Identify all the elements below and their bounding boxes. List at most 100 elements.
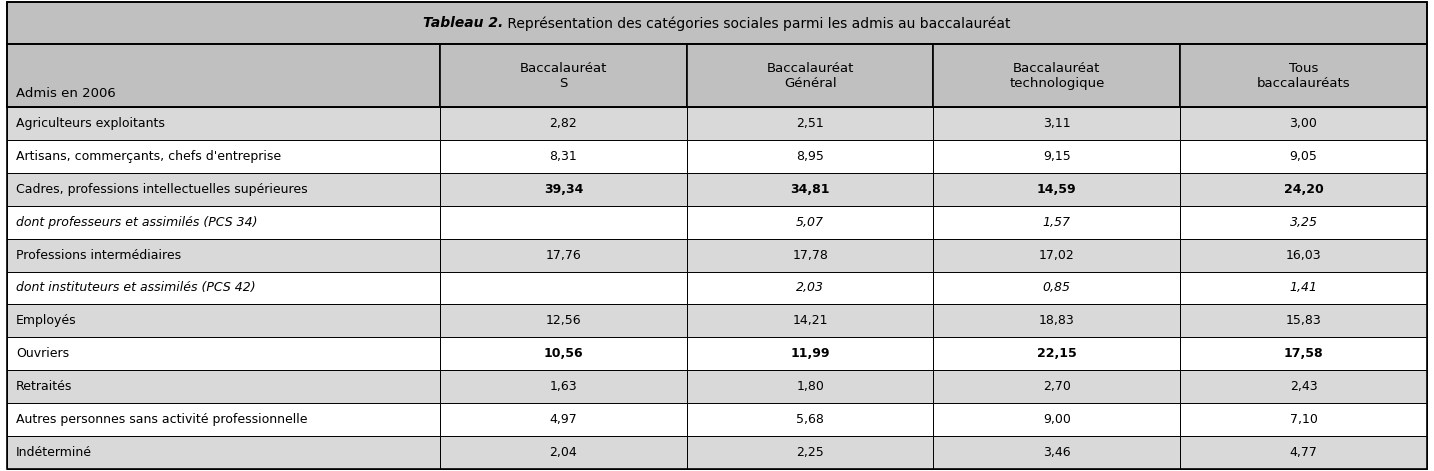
Bar (440, 140, 687, 173)
Text: 24,20: 24,20 (1283, 183, 1324, 196)
Bar (7, 107, 440, 140)
Text: 9,15: 9,15 (1043, 150, 1071, 163)
Bar (934, 271, 1180, 304)
Text: 1,63: 1,63 (549, 380, 578, 393)
Text: Artisans, commerçants, chefs d'entreprise: Artisans, commerçants, chefs d'entrepris… (16, 150, 281, 163)
Text: 34,81: 34,81 (790, 183, 830, 196)
Bar (7, 337, 440, 370)
Bar (934, 403, 1180, 436)
Bar (440, 239, 687, 271)
Bar (1180, 44, 1427, 107)
Text: 17,78: 17,78 (792, 249, 827, 261)
Bar (934, 107, 1180, 140)
Text: 7,10: 7,10 (1289, 413, 1318, 426)
Text: 1,80: 1,80 (796, 380, 825, 393)
Bar (687, 370, 934, 403)
Text: 22,15: 22,15 (1037, 347, 1077, 360)
Text: 3,25: 3,25 (1289, 216, 1318, 229)
Bar (440, 206, 687, 239)
Bar (687, 206, 934, 239)
Bar (440, 370, 687, 403)
Bar (687, 436, 934, 469)
Text: 17,02: 17,02 (1040, 249, 1074, 261)
Bar (934, 239, 1180, 271)
Bar (934, 370, 1180, 403)
Bar (1180, 436, 1427, 469)
Bar (934, 304, 1180, 337)
Text: 15,83: 15,83 (1286, 314, 1321, 327)
Bar (1180, 140, 1427, 173)
Text: 4,77: 4,77 (1289, 446, 1318, 459)
Bar (687, 304, 934, 337)
Bar (7, 44, 440, 107)
Text: 5,68: 5,68 (796, 413, 825, 426)
Bar (934, 337, 1180, 370)
Text: 2,43: 2,43 (1289, 380, 1318, 393)
Bar (7, 206, 440, 239)
Text: Ouvriers: Ouvriers (16, 347, 69, 360)
Bar (7, 304, 440, 337)
Bar (1180, 370, 1427, 403)
Text: 2,04: 2,04 (549, 446, 578, 459)
Text: 3,46: 3,46 (1043, 446, 1071, 459)
Text: Autres personnes sans activité professionnelle: Autres personnes sans activité professio… (16, 413, 307, 426)
Text: 17,76: 17,76 (545, 249, 581, 261)
Bar (7, 370, 440, 403)
Bar (687, 173, 934, 206)
Text: 17,58: 17,58 (1283, 347, 1324, 360)
Bar (934, 140, 1180, 173)
Text: Admis en 2006: Admis en 2006 (16, 87, 116, 100)
Bar (1180, 107, 1427, 140)
Text: 9,05: 9,05 (1289, 150, 1318, 163)
Text: 10,56: 10,56 (543, 347, 584, 360)
Bar (1180, 304, 1427, 337)
Text: 4,97: 4,97 (549, 413, 578, 426)
Text: 8,95: 8,95 (796, 150, 825, 163)
Bar (440, 436, 687, 469)
Text: Baccalauréat
technologique: Baccalauréat technologique (1010, 62, 1104, 90)
Text: 2,82: 2,82 (549, 117, 578, 130)
Bar (687, 271, 934, 304)
Bar (1180, 403, 1427, 436)
Bar (687, 403, 934, 436)
Text: 0,85: 0,85 (1043, 282, 1071, 294)
Text: 3,00: 3,00 (1289, 117, 1318, 130)
Text: 2,03: 2,03 (796, 282, 825, 294)
Bar (440, 44, 687, 107)
Bar (934, 173, 1180, 206)
Bar (7, 271, 440, 304)
Text: 2,51: 2,51 (796, 117, 825, 130)
Text: 12,56: 12,56 (546, 314, 581, 327)
Text: 3,11: 3,11 (1043, 117, 1071, 130)
Bar (440, 403, 687, 436)
Text: Cadres, professions intellectuelles supérieures: Cadres, professions intellectuelles supé… (16, 183, 307, 196)
Text: Agriculteurs exploitants: Agriculteurs exploitants (16, 117, 165, 130)
Text: 1,41: 1,41 (1289, 282, 1318, 294)
Bar (1180, 337, 1427, 370)
Bar (934, 206, 1180, 239)
Bar (1180, 173, 1427, 206)
Bar (7, 239, 440, 271)
Text: Baccalauréat
S: Baccalauréat S (519, 62, 607, 90)
Bar (687, 239, 934, 271)
Bar (1180, 206, 1427, 239)
Text: 14,21: 14,21 (793, 314, 827, 327)
Text: 8,31: 8,31 (549, 150, 578, 163)
Bar (1180, 239, 1427, 271)
Bar (687, 107, 934, 140)
Bar (1180, 271, 1427, 304)
Bar (440, 337, 687, 370)
Bar (7, 2, 1427, 44)
Text: 5,07: 5,07 (796, 216, 825, 229)
Text: 18,83: 18,83 (1040, 314, 1074, 327)
Bar (440, 304, 687, 337)
Bar (7, 173, 440, 206)
Text: 9,00: 9,00 (1043, 413, 1071, 426)
Bar (687, 140, 934, 173)
Bar (440, 271, 687, 304)
Text: dont instituteurs et assimilés (PCS 42): dont instituteurs et assimilés (PCS 42) (16, 282, 255, 294)
Bar (7, 140, 440, 173)
Text: Indéterminé: Indéterminé (16, 446, 92, 459)
Text: Tous
baccalauréats: Tous baccalauréats (1256, 62, 1351, 90)
Bar (934, 436, 1180, 469)
